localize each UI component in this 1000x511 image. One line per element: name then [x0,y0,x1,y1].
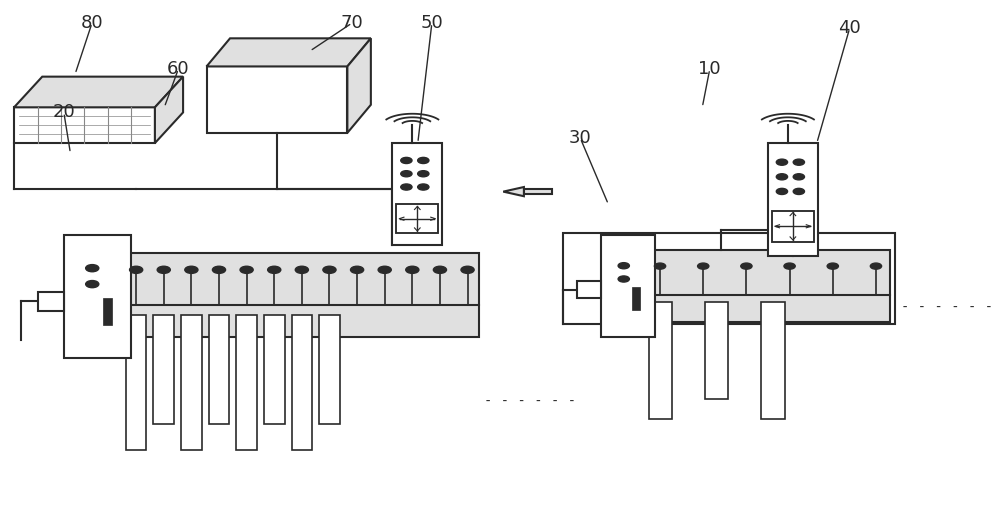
Circle shape [401,171,412,177]
Text: 40: 40 [838,19,861,37]
Circle shape [776,159,788,165]
Bar [64,235,131,358]
Circle shape [351,266,364,273]
Circle shape [654,263,666,269]
Text: 80: 80 [81,14,103,32]
Circle shape [784,263,795,269]
Circle shape [776,189,788,195]
Circle shape [130,266,143,273]
Bar [38,292,64,311]
Circle shape [741,263,752,269]
Polygon shape [155,77,183,143]
Polygon shape [503,187,524,196]
Circle shape [418,157,429,164]
Circle shape [406,266,419,273]
Circle shape [323,266,336,273]
Bar [772,211,814,242]
Bar [126,315,146,450]
Circle shape [870,263,882,269]
Circle shape [793,189,804,195]
Bar [632,287,640,310]
Circle shape [618,263,629,269]
Text: 30: 30 [569,129,592,147]
Polygon shape [207,38,371,66]
Text: 50: 50 [421,14,443,32]
Bar [396,204,438,233]
Bar [236,315,257,450]
Bar [524,189,552,194]
Polygon shape [14,107,155,143]
Bar [209,315,229,424]
Circle shape [86,281,99,288]
Circle shape [212,266,226,273]
Bar [608,250,890,322]
Circle shape [433,266,447,273]
Bar [563,233,895,324]
Circle shape [698,263,709,269]
Bar [392,143,442,245]
Bar [264,315,285,424]
Circle shape [461,266,474,273]
Polygon shape [14,77,183,107]
Text: - - - - - -: - - - - - - [901,299,993,314]
Circle shape [776,174,788,180]
Polygon shape [347,38,371,133]
Circle shape [418,184,429,190]
Bar [103,297,112,324]
Bar [577,281,601,298]
Bar [768,143,818,256]
Bar [319,315,340,424]
Bar [153,315,174,424]
Circle shape [378,266,391,273]
Circle shape [827,263,838,269]
Bar [761,303,785,419]
Circle shape [157,266,170,273]
Circle shape [793,174,804,180]
Circle shape [295,266,308,273]
Bar [649,303,672,419]
Text: 70: 70 [341,14,363,32]
Circle shape [401,184,412,190]
Circle shape [401,157,412,164]
Bar [181,315,202,450]
Circle shape [240,266,253,273]
Circle shape [793,159,804,165]
Circle shape [418,171,429,177]
Text: - - - - - -: - - - - - - [484,394,576,408]
Circle shape [618,276,629,282]
Polygon shape [207,66,347,133]
Text: 10: 10 [698,60,721,78]
Text: 60: 60 [167,60,190,78]
Bar [292,315,312,450]
Bar [601,235,655,337]
Bar [705,303,728,399]
Circle shape [185,266,198,273]
Circle shape [268,266,281,273]
Circle shape [86,265,99,272]
Text: 20: 20 [52,103,75,122]
Bar [70,253,479,337]
